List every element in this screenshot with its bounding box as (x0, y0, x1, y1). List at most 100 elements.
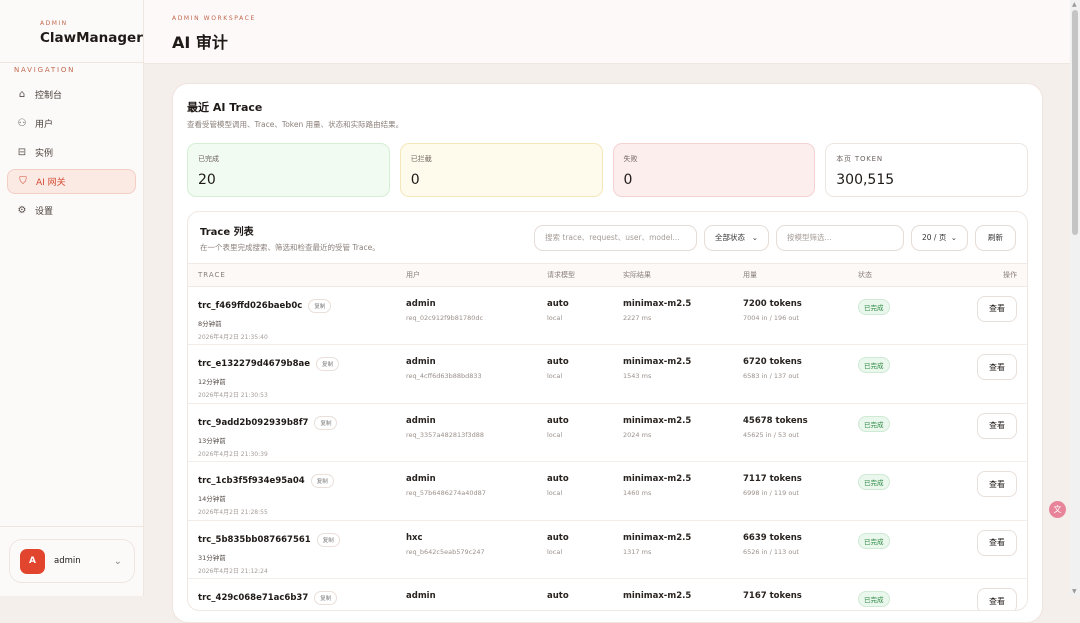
token-io: 45625 in / 53 out (743, 430, 799, 439)
view-button[interactable]: 查看 (977, 412, 1017, 439)
latency: 1317 ms (623, 547, 652, 556)
page-size-select[interactable]: 20 / 页 ⌄ (911, 224, 968, 251)
scroll-down-icon[interactable]: ▼ (1072, 588, 1077, 595)
model-filter-input[interactable]: 按模型筛选... (776, 224, 904, 251)
user-menu[interactable]: A admin ⌄ (9, 539, 135, 583)
trace-id: trc_9add2b092939b8f7 (198, 417, 309, 428)
copy-button[interactable]: 复制 (314, 415, 338, 430)
scroll-up-icon[interactable]: ▲ (1072, 1, 1077, 8)
card-title: 最近 AI Trace (187, 101, 263, 114)
model-source: local (547, 489, 563, 497)
table-row[interactable]: trc_9add2b092939b8f7 复制 13分钟前 2026年4月2日 21:… (188, 403, 1027, 462)
col-status: 状态 (858, 264, 938, 287)
table-row[interactable]: trc_f469ffd026baeb0c 复制 8分钟前 2026年4月2日 21:3… (188, 286, 1027, 345)
trace-ago: 14分钟前 (198, 495, 226, 503)
table-row[interactable]: trc_429c068e71ac6b37 复制 admin auto minima… (188, 578, 1027, 610)
request-id: req_3357a482813f3d88 (406, 430, 485, 439)
trace-ago: 31分钟前 (198, 553, 226, 562)
token-total: 6720 tokens (743, 357, 802, 367)
chevron-down-icon: ⌄ (751, 233, 758, 242)
trace-time: 2026年4月2日 21:30:39 (198, 450, 268, 458)
refresh-button[interactable]: 刷新 (975, 224, 1016, 251)
request-id: req_4cff6d63b88bd833 (406, 372, 482, 380)
stat-value: 20 (198, 172, 216, 188)
model-source: local (547, 430, 563, 439)
sidebar-item-settings[interactable]: ⚙ 设置 (7, 198, 136, 223)
view-button[interactable]: 查看 (977, 471, 1017, 497)
trace-id: trc_1cb3f5f934e95a04 (198, 476, 305, 486)
latency: 2024 ms (623, 430, 652, 439)
model-source: local (547, 313, 563, 322)
user-name: admin (54, 556, 81, 566)
latency: 1460 ms (623, 489, 652, 497)
status-badge: 已完成 (858, 474, 890, 490)
trace-time: 2026年4月2日 21:28:55 (198, 509, 268, 516)
sidebar-item-ai-gateway[interactable]: ⛉ AI 网关 (7, 169, 136, 194)
token-total: 7200 tokens (743, 298, 802, 309)
table-row[interactable]: trc_e132279d4679b8ae 复制 12分钟前 2026年4月2日 21:… (188, 344, 1027, 404)
actual-model: minimax-m2.5 (623, 415, 692, 426)
token-io: 7004 in / 196 out (743, 313, 799, 322)
user: admin (406, 591, 436, 601)
sidebar-item-label: 实例 (35, 149, 54, 159)
trace-id: trc_5b835bb087667561 (198, 534, 311, 545)
table-row[interactable]: trc_1cb3f5f934e95a04 复制 14分钟前 2026年4月2日 21:… (188, 461, 1027, 521)
request-model: auto (547, 415, 569, 426)
scrollbar-thumb[interactable] (1072, 10, 1078, 235)
status-badge: 已完成 (858, 415, 890, 432)
model-source: local (547, 372, 563, 380)
status-select-value: 全部状态 (715, 233, 745, 242)
trace-ago: 13分钟前 (198, 436, 226, 445)
trace-time: 2026年4月2日 21:12:24 (198, 567, 268, 575)
sidebar-item-dashboard[interactable]: ⌂ 控制台 (7, 82, 136, 107)
status-select[interactable]: 全部状态 ⌄ (704, 224, 769, 251)
translate-icon[interactable]: 文 (1049, 501, 1066, 518)
stat-page-tokens: 本页 TOKEN 300,515 (825, 143, 1028, 197)
copy-button[interactable]: 复制 (314, 591, 338, 605)
token-total: 6639 tokens (743, 532, 802, 543)
col-usage: 用量 (743, 264, 858, 287)
stat-value: 300,515 (836, 172, 895, 188)
users-icon: ⚇ (17, 118, 27, 129)
stat-label: 本页 TOKEN (836, 155, 883, 163)
actual-model: minimax-m2.5 (623, 298, 692, 309)
token-total: 7167 tokens (743, 591, 802, 601)
table-row[interactable]: trc_5b835bb087667561 复制 31分钟前 2026年4月2日 21:… (188, 520, 1027, 579)
col-model: 请求模型 (547, 264, 623, 287)
home-icon: ⌂ (18, 89, 26, 100)
sidebar-item-instances[interactable]: ⊟ 实例 (7, 140, 136, 165)
view-button[interactable]: 查看 (977, 588, 1017, 610)
sidebar-item-label: 用户 (35, 120, 54, 130)
sidebar-item-label: 设置 (35, 207, 54, 217)
copy-button[interactable]: 复制 (316, 357, 340, 371)
user: hxc (406, 532, 423, 543)
scrollbar[interactable]: ▲ ▼ (1070, 0, 1080, 596)
sidebar-item-label: 控制台 (35, 91, 63, 101)
user: admin (406, 474, 436, 484)
request-model: auto (547, 298, 569, 309)
trace-id: trc_429c068e71ac6b37 (198, 593, 309, 603)
request-id: req_b642c5eab579c247 (406, 547, 485, 556)
actual-model: minimax-m2.5 (623, 474, 692, 484)
nav-label: NAVIGATION (14, 66, 76, 74)
list-title: Trace 列表 (200, 226, 254, 238)
view-button[interactable]: 查看 (977, 295, 1017, 322)
copy-button[interactable]: 复制 (310, 474, 334, 488)
stat-failed: 失败 0 (612, 143, 816, 197)
actual-model: minimax-m2.5 (623, 532, 692, 543)
status-badge: 已完成 (858, 532, 890, 549)
search-input[interactable]: 搜索 trace、request、user、model... (534, 224, 697, 251)
trace-id: trc_e132279d4679b8ae (198, 359, 311, 369)
status-badge: 已完成 (858, 591, 890, 607)
view-button[interactable]: 查看 (977, 354, 1017, 380)
copy-button[interactable]: 复制 (316, 532, 340, 547)
brand-tag: ADMIN (40, 20, 68, 27)
col-trace: TRACE (188, 264, 406, 287)
copy-button[interactable]: 复制 (308, 298, 332, 313)
request-model: auto (547, 357, 569, 367)
trace-table: TRACE 用户 请求模型 实际结果 用量 状态 操作 trc_f469ffd0… (188, 264, 1027, 610)
trace-list: Trace 列表 在一个表里完成搜索、筛选和检查最近的受管 Trace。 搜索 t… (187, 211, 1028, 611)
stat-value: 0 (623, 172, 633, 188)
view-button[interactable]: 查看 (977, 529, 1017, 556)
sidebar-item-users[interactable]: ⚇ 用户 (7, 111, 136, 136)
